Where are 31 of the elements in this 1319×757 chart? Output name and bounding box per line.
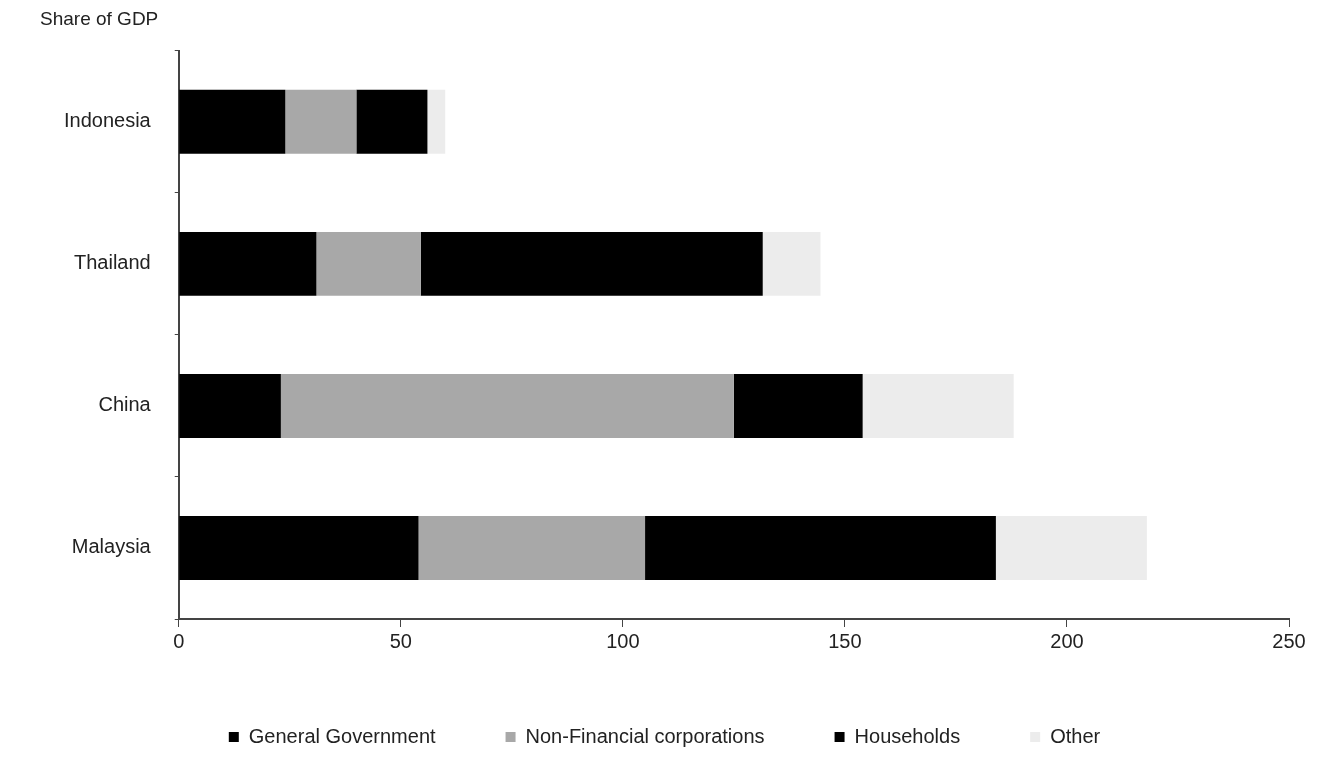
bar bbox=[280, 373, 734, 438]
bar bbox=[418, 516, 646, 580]
x-tick-label: 150 bbox=[828, 629, 862, 652]
bar bbox=[762, 231, 821, 296]
bar bbox=[733, 373, 863, 438]
y-tick-label: Malaysia bbox=[71, 535, 152, 558]
legend-label: Non-Financial corporations bbox=[525, 724, 765, 747]
x-tick-label: 250 bbox=[1272, 629, 1306, 652]
x-tick-label: 100 bbox=[606, 629, 640, 652]
legend-label: General Government bbox=[248, 724, 436, 747]
bar bbox=[427, 89, 446, 154]
legend-label: Households bbox=[854, 724, 961, 747]
bar bbox=[995, 516, 1147, 580]
bar bbox=[179, 373, 281, 438]
bar bbox=[179, 516, 419, 580]
x-axis-title: Share of GDP bbox=[40, 7, 159, 29]
x-tick-label: 200 bbox=[1050, 629, 1084, 652]
x-tick-label: 0 bbox=[173, 629, 185, 652]
bar bbox=[285, 89, 357, 154]
bar bbox=[356, 89, 428, 154]
bar bbox=[645, 516, 996, 580]
bar bbox=[420, 231, 763, 296]
x-tick-label: 50 bbox=[389, 629, 412, 652]
y-tick-label: Thailand bbox=[74, 251, 151, 274]
bar bbox=[862, 373, 1014, 438]
bar bbox=[316, 231, 421, 296]
y-tick-label: Indonesia bbox=[63, 109, 152, 132]
legend-label: Other bbox=[1050, 724, 1101, 747]
bar bbox=[179, 231, 317, 296]
bar bbox=[179, 89, 286, 154]
y-tick-label: China bbox=[98, 393, 152, 416]
